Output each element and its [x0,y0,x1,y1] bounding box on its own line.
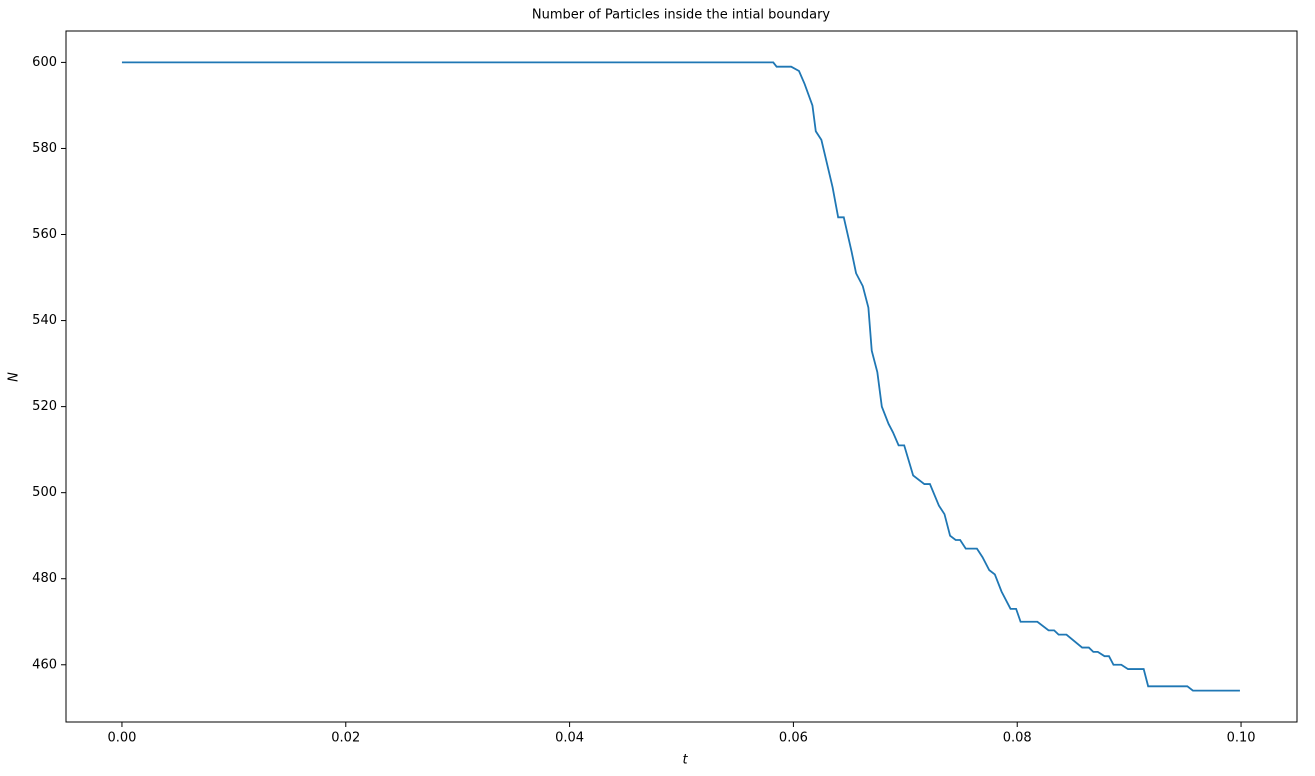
y-tick-label: 500 [32,485,57,500]
y-axis-label: N [7,372,22,382]
data-line [121,61,1240,692]
y-tick-label: 600 [32,55,57,70]
y-tick-label: 520 [32,399,57,414]
x-axis-label: t [682,753,688,768]
x-tick-label: 0.10 [1227,731,1256,746]
chart-title: Number of Particles inside the intial bo… [532,8,831,23]
x-tick-label: 0.02 [331,731,360,746]
x-tick-label: 0.04 [555,731,584,746]
y-tick-label: 580 [32,141,57,156]
plot-frame [65,30,1298,723]
y-tick-label: 460 [32,657,57,672]
y-tick-label: 540 [32,313,57,328]
x-tick-label: 0.00 [107,731,136,746]
y-tick-label: 480 [32,571,57,586]
y-tick-label: 560 [32,227,57,242]
x-tick-label: 0.08 [1003,731,1032,746]
x-tick-label: 0.06 [779,731,808,746]
